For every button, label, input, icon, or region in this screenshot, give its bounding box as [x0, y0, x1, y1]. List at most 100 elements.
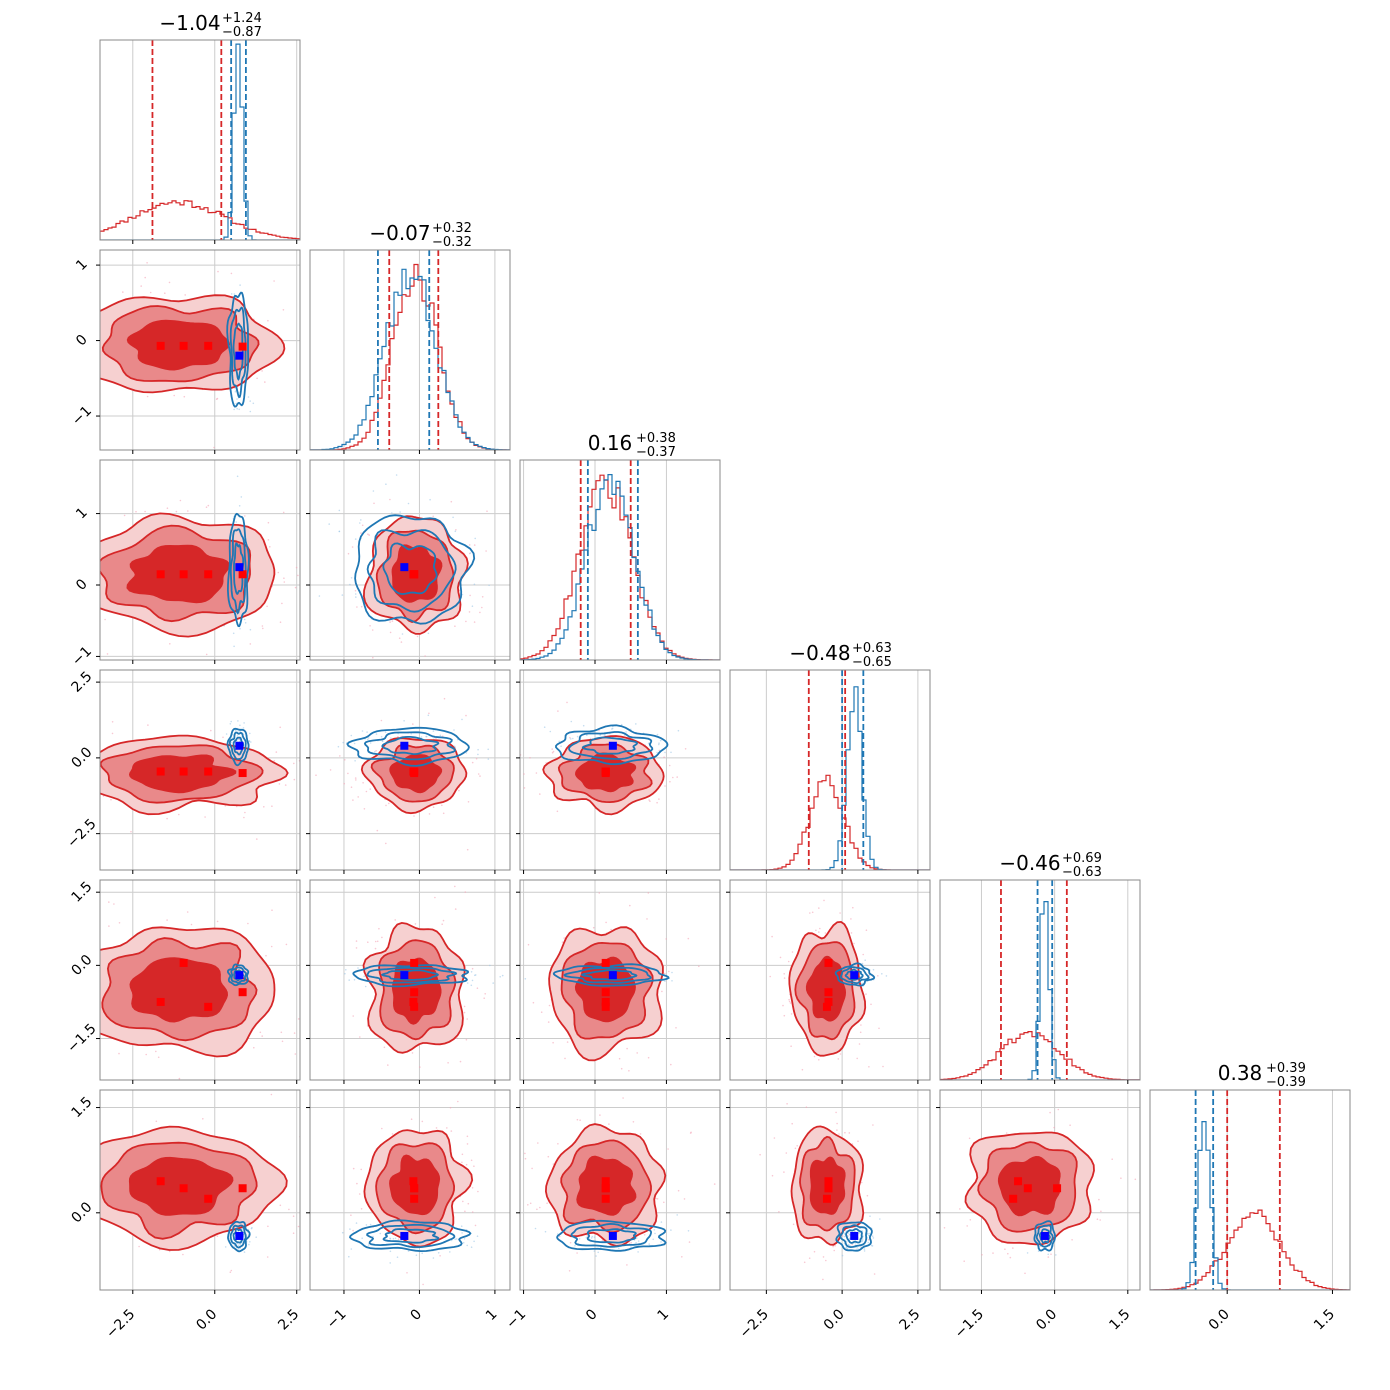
red-sample-dot	[622, 1097, 624, 1099]
red-sample-dot	[351, 546, 354, 548]
red-sample-dot	[178, 1077, 181, 1080]
red-sample-dot	[385, 842, 387, 845]
red-sample-dot	[832, 1245, 834, 1248]
red-sample-dot	[796, 1145, 798, 1147]
red-sample-dot	[639, 1133, 642, 1135]
blue-sample-dot	[589, 737, 592, 740]
red-sample-dot	[391, 1133, 394, 1135]
red-sample-dot	[524, 1152, 526, 1155]
red-sample-dot	[141, 1086, 143, 1088]
blue-marker	[235, 741, 244, 750]
blue-sample-dot	[470, 971, 473, 973]
red-sample-dot	[111, 732, 114, 735]
red-sample-dot	[783, 1014, 786, 1017]
panel-frame	[309, 459, 511, 661]
y-tick-label: −1	[69, 403, 95, 429]
red-sample-dot	[304, 576, 306, 578]
red-sample-dot	[284, 784, 287, 786]
red-sample-dot	[166, 507, 169, 510]
blue-sample-dot	[590, 1237, 593, 1239]
red-sample-dot	[312, 1225, 314, 1227]
blue-sample-dot	[1047, 1253, 1049, 1256]
blue-histogram	[310, 268, 510, 450]
blue-histogram	[100, 43, 300, 240]
blue-sample-dot	[249, 1241, 251, 1243]
red-sample-dot	[113, 903, 115, 905]
blue-sample-dot	[369, 742, 372, 744]
red-sample-dot	[48, 325, 50, 327]
red-sample-dot	[818, 1059, 820, 1061]
red-sample-dot	[73, 1008, 75, 1010]
red-sample-dot	[449, 1106, 452, 1109]
red-sample-dot	[292, 1232, 295, 1234]
red-sample-dot	[315, 774, 317, 776]
blue-sample-dot	[439, 734, 442, 737]
panel-frame	[99, 249, 301, 451]
histogram-panel-2	[519, 459, 721, 664]
red-sample-dot	[474, 1224, 477, 1227]
blue-sample-dot	[345, 969, 347, 971]
red-sample-dot	[672, 776, 674, 779]
blue-sample-dot	[471, 979, 474, 982]
red-sample-dot	[959, 1208, 961, 1210]
panel-frame	[99, 879, 301, 1081]
red-sample-dot	[251, 1301, 253, 1303]
red-sample-dot	[442, 919, 445, 922]
blue-sample-dot	[465, 752, 468, 754]
blue-sample-dot	[243, 722, 245, 724]
red-sample-dot	[592, 926, 595, 929]
x-tick-label: 0.0	[1206, 1306, 1233, 1333]
red-marker	[179, 958, 188, 967]
blue-sample-dot	[350, 734, 353, 737]
red-sample-dot	[275, 751, 278, 753]
blue-sample-dot	[570, 720, 573, 723]
red-sample-dot	[89, 1177, 91, 1179]
red-sample-dot	[400, 641, 403, 643]
blue-sample-dot	[243, 1235, 245, 1237]
blue-sample-dot	[237, 720, 239, 722]
red-sample-dot	[801, 1068, 804, 1071]
red-sample-dot	[688, 1241, 691, 1243]
red-sample-dot	[411, 1052, 414, 1054]
red-sample-dot	[865, 993, 867, 995]
red-sample-dot	[12, 764, 14, 766]
red-sample-dot	[966, 1225, 968, 1227]
red-sample-dot	[476, 987, 479, 989]
red-sample-dot	[677, 1189, 680, 1192]
blue-contour-mid	[229, 306, 247, 399]
red-sample-dot	[1049, 1111, 1051, 1114]
blue-sample-dot	[501, 974, 504, 977]
red-sample-dot	[144, 276, 146, 279]
red-sample-dot	[669, 780, 671, 783]
red-sample-dot	[277, 571, 280, 574]
red-sample-dot	[647, 1056, 650, 1059]
blue-sample-dot	[389, 1250, 392, 1253]
blue-sample-dot	[474, 537, 477, 540]
blue-sample-dot	[354, 538, 357, 540]
red-sample-dot	[293, 762, 295, 765]
red-sample-dot	[70, 376, 72, 378]
blue-sample-dot	[248, 740, 251, 743]
red-sample-dot	[355, 947, 358, 949]
blue-sample-dot	[367, 1244, 370, 1246]
blue-contour-mid	[229, 1224, 247, 1249]
red-sample-dot	[626, 1047, 628, 1050]
red-sample-dot	[557, 710, 559, 712]
red-sample-dot	[249, 643, 252, 645]
blue-sample-dot	[524, 978, 527, 980]
red-sample-dot	[531, 1167, 533, 1170]
blue-sample-dot	[342, 741, 345, 744]
red-sample-dot	[877, 975, 879, 977]
red-sample-dot	[279, 726, 282, 729]
blue-sample-dot	[487, 758, 490, 760]
red-sample-dot	[385, 804, 387, 807]
red-sample-dot	[104, 618, 106, 621]
red-sample-dot	[524, 1157, 527, 1160]
red-sample-dot	[523, 787, 526, 789]
red-sample-dot	[84, 312, 86, 314]
red-sample-dot	[253, 1046, 255, 1049]
red-sample-dot	[432, 806, 435, 808]
red-sample-dot	[447, 1062, 449, 1064]
red-sample-dot	[790, 1013, 793, 1015]
red-sample-dot	[374, 940, 377, 943]
